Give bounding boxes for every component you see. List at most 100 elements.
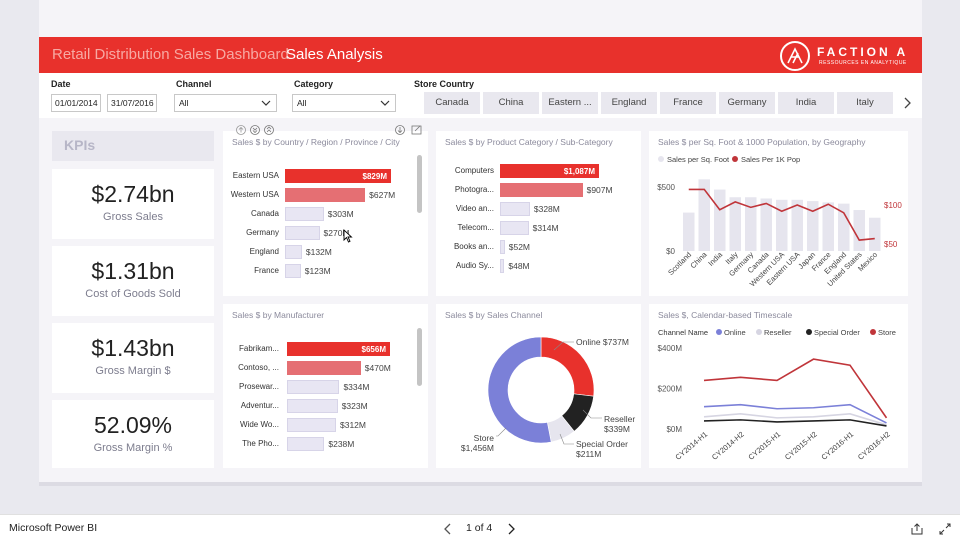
bar-data-label: $303M — [327, 209, 354, 219]
bar[interactable] — [287, 437, 325, 451]
geo-bar[interactable] — [791, 199, 804, 251]
donut-data-label: Store — [474, 433, 495, 443]
bar[interactable] — [287, 380, 340, 394]
chart-scrollbar[interactable] — [417, 328, 422, 386]
visual-header-icons[interactable] — [395, 124, 425, 136]
country-chip-canada[interactable]: Canada — [424, 92, 480, 114]
bar[interactable] — [285, 226, 320, 240]
bar[interactable] — [287, 361, 361, 375]
country-chip-italy[interactable]: Italy — [837, 92, 893, 114]
line-series-online[interactable] — [703, 403, 887, 424]
x-tick-label: CY2015-H2 — [783, 430, 819, 462]
bar-category-label: Audio Sy... — [455, 261, 494, 270]
country-chip-china[interactable]: China — [483, 92, 539, 114]
geography-combo-chart: Sales per Sq. Foot Sales Per 1K Pop $500 $0… — [657, 155, 902, 288]
kpi-card-cogs[interactable]: $1.31bn Cost of Goods Sold — [52, 246, 214, 316]
manufacturer-chart-tile[interactable]: Sales $ by Manufacturer Fabrikam... $656M… — [223, 304, 428, 468]
y2-tick-label: $100 — [884, 201, 902, 210]
y2-tick-label: $50 — [884, 240, 898, 249]
channel-chart-tile[interactable]: Sales $ by Sales Channel Online $737M Res… — [436, 304, 641, 468]
x-tick-label: CY2014-H1 — [673, 430, 709, 462]
kpi-card-gross-margin[interactable]: $1.43bn Gross Margin $ — [52, 323, 214, 393]
bar-data-label: $907M — [586, 185, 613, 195]
bar[interactable] — [500, 183, 583, 197]
kpi-card-gross-sales[interactable]: $2.74bn Gross Sales — [52, 169, 214, 239]
bar[interactable] — [285, 188, 366, 202]
x-tick-label: India — [706, 249, 724, 267]
geo-bar[interactable] — [698, 179, 711, 251]
page-title[interactable]: Sales Analysis — [286, 46, 383, 63]
country-chip-france[interactable]: France — [660, 92, 716, 114]
donut-slice-store[interactable] — [487, 336, 552, 444]
drill-icons[interactable] — [236, 124, 276, 136]
date-end-input[interactable]: 31/07/2016 — [107, 94, 157, 112]
x-tick-label: CY2016-H1 — [819, 430, 855, 462]
dashboard-title[interactable]: Retail Distribution Sales Dashboard — [52, 46, 289, 63]
chart-scrollbar[interactable] — [417, 155, 422, 213]
bar-data-label: $48M — [508, 261, 530, 271]
bar-category-label: Canada — [250, 209, 279, 218]
donut-data-label: Reseller — [604, 414, 635, 424]
country-chip-germany[interactable]: Germany — [719, 92, 775, 114]
country-chart-tile[interactable]: Sales $ by Country / Region / Province /… — [223, 131, 428, 296]
geo-bar[interactable] — [853, 210, 866, 251]
chart-title: Sales $ per Sq. Foot & 1000 Population, … — [658, 137, 866, 147]
fullscreen-icon[interactable] — [938, 522, 952, 536]
prev-page-icon[interactable] — [441, 522, 455, 536]
channel-filter-label: Channel — [176, 79, 212, 89]
geo-line-series[interactable] — [688, 188, 875, 241]
kpi-value: $1.31bn — [91, 258, 175, 284]
geo-bar[interactable] — [683, 212, 695, 251]
bar[interactable] — [285, 245, 302, 259]
bar[interactable] — [287, 399, 338, 413]
bar[interactable] — [285, 169, 391, 183]
geo-bar[interactable] — [807, 201, 819, 251]
geo-bar[interactable] — [729, 197, 742, 251]
bar-data-label: $323M — [341, 401, 368, 411]
chevron-right-icon[interactable] — [900, 95, 914, 111]
bar[interactable] — [287, 418, 336, 432]
bar-data-label: $132M — [305, 247, 332, 257]
bar-category-label: Wide Wo... — [240, 420, 279, 429]
geo-bar[interactable] — [714, 189, 726, 251]
geo-bar[interactable] — [869, 217, 881, 251]
category-filter-label: Category — [294, 79, 334, 89]
bar[interactable] — [500, 202, 530, 216]
chart-title: Sales $ by Product Category / Sub-Catego… — [445, 137, 613, 147]
geo-bar[interactable] — [822, 202, 835, 251]
donut-data-label: $211M — [576, 449, 601, 459]
geo-bar[interactable] — [745, 197, 757, 251]
geo-bar[interactable] — [776, 199, 788, 251]
x-tick-label: CY2015-H1 — [746, 430, 782, 462]
next-page-icon[interactable] — [504, 522, 518, 536]
share-icon[interactable] — [910, 522, 924, 536]
country-chip-india[interactable]: India — [778, 92, 834, 114]
country-chip-eastern[interactable]: Eastern ... — [542, 92, 598, 114]
geography-chart-tile[interactable]: Sales $ per Sq. Foot & 1000 Population, … — [649, 131, 908, 296]
country-chip-england[interactable]: England — [601, 92, 657, 114]
line-series-special-order[interactable] — [703, 419, 887, 427]
legend-dot — [756, 329, 762, 335]
category-dropdown[interactable]: All — [292, 94, 396, 112]
bar[interactable] — [500, 259, 505, 273]
line-series-reseller[interactable] — [703, 413, 887, 426]
bar[interactable] — [285, 264, 301, 278]
kpi-card-gross-margin-pct[interactable]: 52.09% Gross Margin % — [52, 400, 214, 468]
powerbi-brand[interactable]: Microsoft Power BI — [9, 522, 98, 534]
x-tick-label: China — [688, 249, 709, 270]
bar[interactable] — [285, 207, 324, 221]
bar[interactable] — [500, 240, 505, 254]
timescale-chart-tile[interactable]: Sales $, Calendar-based Timescale Channe… — [649, 304, 908, 468]
bar[interactable] — [287, 342, 390, 356]
geo-bar[interactable] — [838, 203, 850, 251]
bar[interactable] — [500, 164, 599, 178]
legend-dot — [870, 329, 876, 335]
channel-dropdown[interactable]: All — [174, 94, 277, 112]
bar[interactable] — [500, 221, 529, 235]
legend-dot — [732, 156, 738, 162]
bar-data-label: $238M — [328, 439, 355, 449]
category-chart-tile[interactable]: Sales $ by Product Category / Sub-Catego… — [436, 131, 641, 296]
line-series-store[interactable] — [703, 358, 888, 419]
geo-bar[interactable] — [760, 198, 773, 251]
date-start-input[interactable]: 01/01/2014 — [51, 94, 101, 112]
